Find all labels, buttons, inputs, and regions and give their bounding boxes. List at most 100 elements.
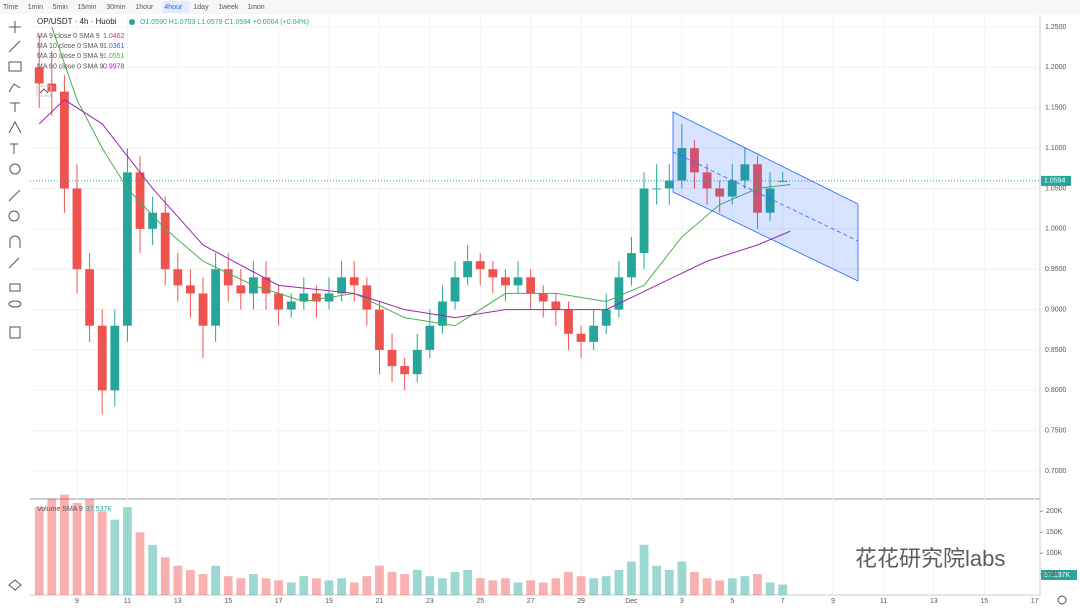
- x-tick-label: 25: [476, 598, 484, 605]
- tool[interactable]: [8, 120, 22, 134]
- volume-bar: [299, 576, 309, 595]
- collapse-button[interactable]: [36, 85, 52, 97]
- volume-bar: [261, 578, 271, 595]
- tool[interactable]: [8, 257, 20, 269]
- left-toolbar: [8, 21, 22, 591]
- candle-body: [627, 253, 636, 278]
- volume-bar: [475, 578, 485, 595]
- interval-button[interactable]: 1mon: [247, 4, 265, 11]
- volume-bar: [160, 557, 170, 595]
- tool[interactable]: [8, 189, 21, 202]
- x-tick-label: 21: [376, 598, 384, 605]
- volume-bar: [501, 578, 510, 595]
- volume-bar: [627, 561, 636, 595]
- interval-button[interactable]: 15min: [77, 4, 96, 11]
- volume-tick-label: 100K: [1046, 550, 1063, 557]
- x-tick-label: 27: [527, 598, 535, 605]
- volume-bar: [740, 576, 750, 595]
- volume-bar: [148, 544, 158, 595]
- x-tick-label: 9: [75, 598, 79, 605]
- tool[interactable]: [9, 326, 21, 339]
- candle-body: [778, 180, 788, 182]
- tool[interactable]: [9, 283, 21, 292]
- volume-bar: [72, 502, 82, 595]
- tool[interactable]: [8, 83, 21, 93]
- candle-body: [652, 188, 662, 190]
- candle-body: [564, 309, 573, 334]
- tool[interactable]: [8, 210, 20, 222]
- candle-body: [450, 277, 460, 302]
- candle-body: [727, 180, 737, 197]
- candle-body: [186, 285, 195, 294]
- candle-body: [59, 91, 69, 189]
- volume-bar: [589, 578, 599, 595]
- y-tick-label: 1.0500: [1045, 185, 1067, 192]
- volume-bar: [412, 569, 422, 595]
- tool[interactable]: [10, 102, 20, 112]
- candle-body: [223, 269, 233, 286]
- volume-bar: [576, 576, 586, 595]
- volume-bar: [387, 571, 397, 595]
- volume-bar: [236, 578, 246, 595]
- x-tick-label: 15: [224, 598, 232, 605]
- candle-body: [337, 277, 347, 294]
- candle-body: [601, 309, 611, 326]
- y-tick-label: 0.8000: [1045, 387, 1067, 394]
- watermark: 花花研究院labs: [855, 546, 1005, 571]
- volume-tick-label: 200K: [1046, 508, 1063, 515]
- toolbar: [0, 0, 1080, 14]
- volume-bar: [349, 582, 359, 595]
- candle-body: [614, 277, 624, 310]
- candle-body: [438, 301, 447, 326]
- ohlc: O1.0590 H1.0703 L1.0579 C1.0594 +0.0004 …: [140, 19, 309, 26]
- parallel-channel: [672, 111, 859, 282]
- interval-button[interactable]: 1min: [28, 4, 43, 11]
- volume-bar: [702, 578, 712, 595]
- collapse-icon: [39, 88, 49, 94]
- volume-bar: [526, 580, 536, 595]
- candle-body: [425, 325, 435, 350]
- tool[interactable]: [9, 163, 21, 175]
- interval-button[interactable]: 5min: [53, 4, 68, 11]
- interval-button[interactable]: 1day: [193, 4, 209, 11]
- volume-bar: [274, 580, 284, 595]
- tool[interactable]: [8, 300, 22, 308]
- interval-button[interactable]: 1hour: [135, 4, 154, 11]
- candle-body: [702, 172, 712, 189]
- candle-body: [551, 301, 561, 310]
- y-tick-label: 1.1500: [1045, 105, 1067, 112]
- candle-body: [261, 277, 271, 294]
- volume-bar: [715, 580, 725, 595]
- tool[interactable]: [10, 143, 18, 154]
- volume-bar: [173, 565, 183, 595]
- interval-button[interactable]: Time: [3, 4, 18, 11]
- y-tick-label: 1.2500: [1045, 24, 1067, 31]
- candle-body: [173, 269, 183, 286]
- y-tick-label: 0.7000: [1045, 468, 1067, 475]
- volume-bar: [690, 571, 699, 595]
- interval-button[interactable]: 30min: [106, 4, 125, 11]
- settings[interactable]: [1057, 595, 1067, 605]
- legend-value: 1.0551: [103, 53, 125, 60]
- x-tick-label: Dec: [625, 598, 638, 605]
- y-tick-label: 1.0000: [1045, 226, 1067, 233]
- candle-body: [488, 269, 498, 278]
- candle-body: [97, 325, 107, 391]
- candle-body: [236, 285, 246, 294]
- candle-body: [34, 67, 44, 84]
- tool[interactable]: [8, 40, 21, 53]
- volume-bar: [312, 578, 321, 595]
- tool[interactable]: [8, 61, 22, 72]
- interval-button[interactable]: 4hour: [164, 4, 183, 11]
- interval-button[interactable]: 1week: [218, 4, 239, 11]
- candle-body: [715, 188, 725, 197]
- candle-body: [740, 164, 750, 181]
- tool[interactable]: [9, 235, 21, 248]
- channel-midline: [672, 151, 859, 242]
- candle-body: [160, 212, 170, 270]
- y-tick-label: 1.2000: [1045, 64, 1067, 71]
- volume-bar: [652, 565, 662, 595]
- x-tick-label: 3: [680, 598, 684, 605]
- tool[interactable]: [8, 579, 22, 591]
